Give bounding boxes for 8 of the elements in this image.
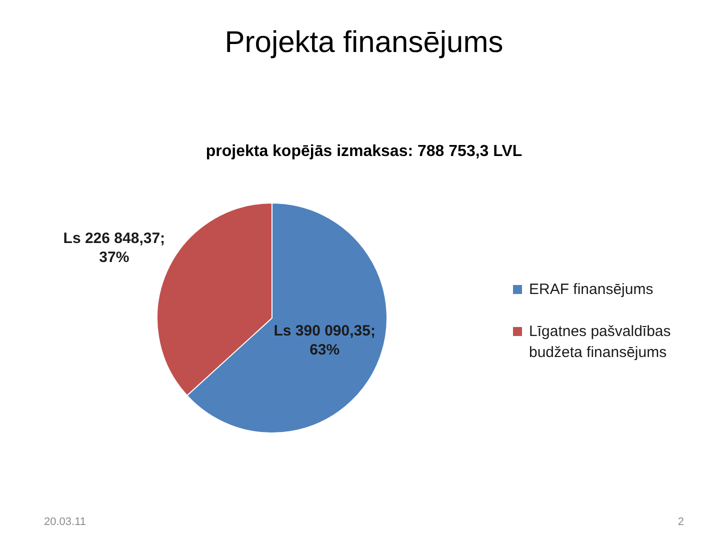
chart-title: Projekta finansējums bbox=[224, 26, 504, 59]
text: 2 bbox=[678, 516, 684, 528]
data-label: Ls 390 090,35; 63% bbox=[274, 322, 376, 359]
text: 20.03.11 bbox=[44, 516, 86, 528]
legend-label: ERAF finansējums bbox=[529, 280, 654, 298]
data-label: Ls 226 848,37; 37% bbox=[63, 230, 166, 266]
chart-subtitle: projekta kopējās izmaksas: 788 753,3 LVL bbox=[206, 143, 522, 160]
legend-label: Līgatnes pašvaldības budžeta finansējums bbox=[529, 322, 671, 361]
